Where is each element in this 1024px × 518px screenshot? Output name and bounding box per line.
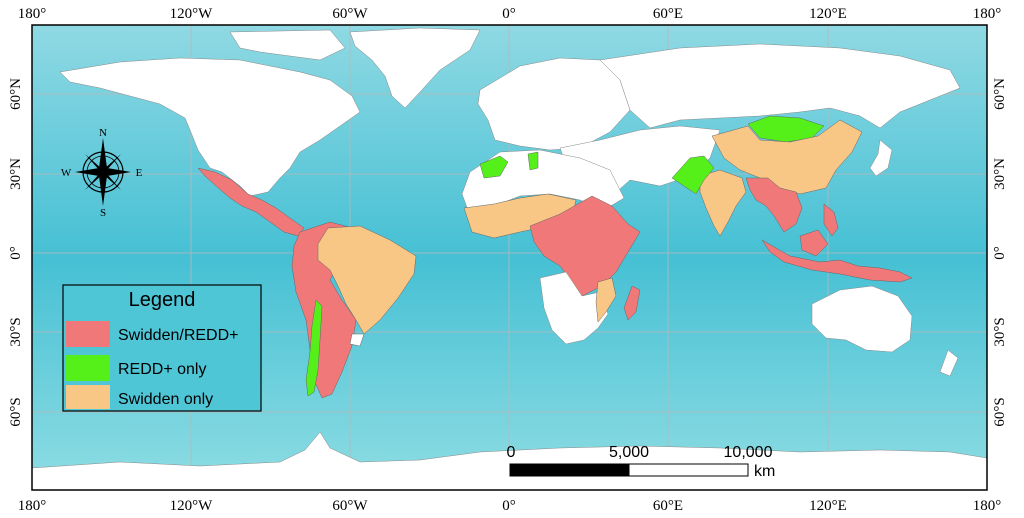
tick-right-3: 30°S <box>992 317 1008 346</box>
tick-top-5: 120°E <box>809 6 847 22</box>
tick-top-4: 60°E <box>653 6 683 22</box>
legend-label-redd-only: REDD+ only <box>118 361 206 378</box>
tick-top-0: 180° <box>18 6 47 22</box>
scale-label-2: 10,000 <box>724 444 773 461</box>
compass-arrow-n <box>99 138 107 172</box>
compass-arrow-e <box>103 168 131 176</box>
scale-label-1: 5,000 <box>609 444 649 461</box>
region-madagascar-swidden-redd <box>623 285 641 321</box>
scale-label-0: 0 <box>507 444 516 461</box>
tick-right-4: 60°S <box>992 397 1008 426</box>
region-central-africa-swidden-redd <box>529 195 641 297</box>
legend-label-swidden-redd: Swidden/REDD+ <box>118 327 239 344</box>
region-borneo-swidden-redd <box>799 229 829 257</box>
region-mongolia-redd-only <box>747 115 825 143</box>
compass-w-label: W <box>61 167 72 179</box>
tick-left-4: 60°S <box>8 397 24 426</box>
tick-bottom-4: 60°E <box>653 498 683 514</box>
compass-arrow-sw <box>85 172 103 190</box>
tick-right-1: 30°N <box>992 158 1008 190</box>
region-tunisia-redd-only <box>527 151 539 171</box>
right-tick-labels: 60°N 30°N 0° 30°S 60°S <box>992 78 1008 427</box>
land-north-asia <box>599 43 961 129</box>
scale-bar: 0 5,000 10,000 km <box>507 444 776 480</box>
region-mexico-central-america <box>197 167 305 237</box>
legend-label-swidden-only: Swidden only <box>118 391 213 408</box>
compass-arrow-nw <box>85 154 103 172</box>
land-arctic-islands <box>229 29 346 61</box>
compass-rose: N S E W <box>61 127 143 219</box>
tick-bottom-6: 180° <box>973 498 1002 514</box>
region-morocco-redd-only <box>479 155 509 179</box>
region-southeast-asia-swidden-redd <box>745 177 803 233</box>
tick-top-3: 0° <box>502 6 516 22</box>
legend-swatch-swidden-redd <box>66 321 110 347</box>
region-mozambique-swidden-only <box>595 277 617 323</box>
land-greenland <box>349 27 481 109</box>
tick-right-2: 0° <box>992 246 1008 260</box>
compass-arrow-ne <box>103 154 121 172</box>
region-philippines-swidden-redd <box>823 203 839 237</box>
tick-bottom-0: 180° <box>18 498 47 514</box>
land-new-zealand <box>939 349 959 377</box>
compass-s-label: S <box>100 207 106 219</box>
compass-arrow-s <box>99 172 107 206</box>
region-china-swidden-only <box>711 119 863 195</box>
land-europe <box>477 57 631 151</box>
tick-bottom-5: 120°E <box>809 498 847 514</box>
region-pakistan-redd-only <box>671 155 715 195</box>
tick-bottom-1: 120°W <box>170 498 213 514</box>
top-tick-labels: 180° 120°W 60°W 0° 60°E 120°E 180° <box>18 6 1002 22</box>
tick-right-0: 60°N <box>992 78 1008 110</box>
map-frame <box>31 24 988 491</box>
compass-n-label: N <box>99 127 107 139</box>
compass-arrow-se <box>103 172 121 190</box>
land-north-america <box>59 57 361 197</box>
region-chile-redd-only <box>305 299 323 397</box>
compass-arrow-w <box>75 168 103 176</box>
scale-segment-white <box>628 463 749 477</box>
region-india-swidden-only <box>699 169 747 237</box>
bottom-tick-labels: 180° 120°W 60°W 0° 60°E 120°E 180° <box>18 498 1002 514</box>
tick-left-2: 0° <box>8 246 24 260</box>
scale-segment-black <box>509 463 630 477</box>
land-australia <box>811 285 913 353</box>
tick-bottom-3: 0° <box>502 498 516 514</box>
tick-top-1: 120°W <box>170 6 213 22</box>
tick-top-6: 180° <box>973 6 1002 22</box>
tick-bottom-2: 60°W <box>332 498 368 514</box>
land-uruguay <box>349 333 365 347</box>
land-japan <box>869 139 893 177</box>
left-tick-labels: 60°N 30°N 0° 30°S 60°S <box>8 78 24 427</box>
compass-e-label: E <box>136 167 143 179</box>
legend: Legend Swidden/REDD+ REDD+ only Swidden … <box>62 284 262 412</box>
tick-left-0: 60°N <box>8 78 24 110</box>
tick-left-3: 30°S <box>8 317 24 346</box>
legend-swatch-redd-only <box>66 355 110 381</box>
legend-title: Legend <box>129 289 196 311</box>
scale-unit: km <box>754 463 775 480</box>
region-indonesia-swidden-redd <box>761 239 913 283</box>
tick-top-2: 60°W <box>332 6 368 22</box>
land-southern-africa <box>539 271 609 345</box>
tick-left-1: 30°N <box>8 158 24 190</box>
legend-swatch-swidden-only <box>66 385 110 409</box>
